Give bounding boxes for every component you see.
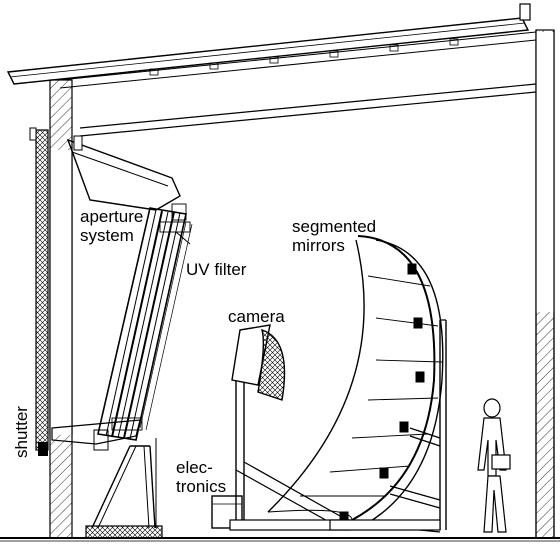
aperture-hood bbox=[66, 135, 181, 211]
segmented-mirror-dish bbox=[267, 235, 444, 525]
label-segmented-line1: segmented bbox=[292, 217, 377, 236]
aperture-frame bbox=[97, 203, 191, 441]
label-electronics: elec- tronics bbox=[176, 458, 226, 496]
label-aperture-line1: aperture bbox=[80, 207, 144, 226]
uv-filter bbox=[139, 221, 193, 431]
label-camera: camera bbox=[228, 307, 285, 326]
label-shutter: shutter bbox=[12, 406, 31, 458]
shutter-panel bbox=[29, 127, 49, 456]
roof bbox=[6, 3, 537, 137]
label-segmented-mirrors: segmented mirrors bbox=[292, 217, 376, 255]
ground bbox=[0, 537, 560, 542]
human-figure-scale bbox=[477, 398, 511, 533]
label-electronics-line1: elec- bbox=[176, 458, 213, 477]
aperture-base bbox=[51, 419, 141, 451]
label-aperture-system: aperture system bbox=[80, 207, 143, 245]
camera bbox=[231, 324, 286, 401]
label-uv-filter: UV filter bbox=[186, 260, 247, 279]
label-electronics-line2: tronics bbox=[176, 477, 227, 496]
uv-filter-leader bbox=[175, 231, 191, 245]
mirror-support-truss bbox=[329, 263, 447, 533]
camera-support bbox=[229, 378, 351, 531]
label-aperture-line2: system bbox=[80, 226, 134, 245]
right-wall bbox=[535, 29, 555, 539]
electronics-stand bbox=[85, 438, 163, 539]
left-wall bbox=[49, 79, 73, 539]
label-segmented-line2: mirrors bbox=[292, 236, 345, 255]
